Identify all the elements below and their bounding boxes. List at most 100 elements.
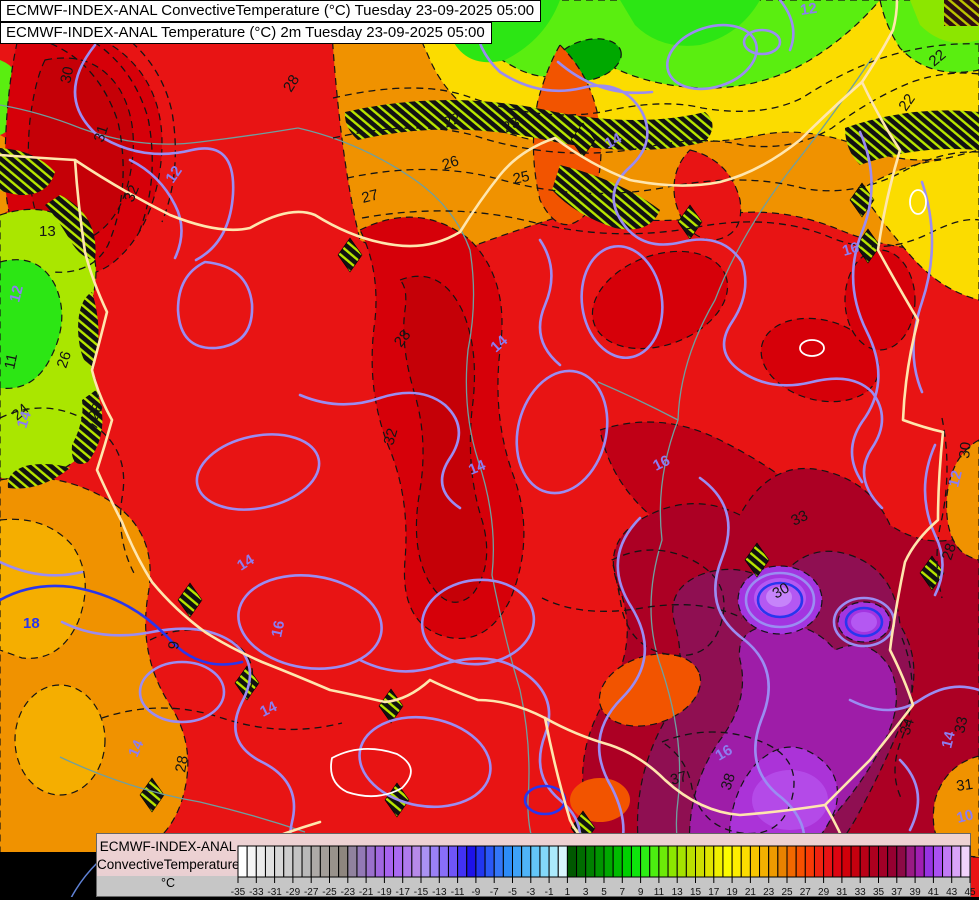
colorbar-tick-label: 29 bbox=[818, 887, 830, 898]
colorbar-cell bbox=[393, 845, 404, 878]
colorbar-tick-label: -21 bbox=[359, 887, 374, 898]
colorbar-cell bbox=[521, 845, 532, 878]
hungary-border bbox=[73, 80, 945, 817]
contour-path bbox=[611, 549, 725, 657]
colorbar-tick-label: 23 bbox=[763, 887, 775, 898]
colorbar-cell bbox=[731, 845, 742, 878]
colorbar-tick-label: 31 bbox=[836, 887, 848, 898]
colorbar-tick-label: 27 bbox=[800, 887, 812, 898]
t2m-contour bbox=[597, 516, 647, 859]
colorbar-cell bbox=[356, 845, 367, 878]
t2m-contour bbox=[474, 0, 884, 510]
t2m-contour bbox=[744, 571, 816, 629]
colorbar-cell bbox=[438, 845, 449, 878]
colorbar-ticks bbox=[237, 877, 971, 883]
field-region bbox=[591, 250, 729, 350]
colorbar-cell bbox=[402, 845, 413, 878]
hatch-band bbox=[71, 390, 103, 464]
t2m-contour bbox=[898, 758, 920, 832]
colorbar-tick-label: 5 bbox=[601, 887, 607, 898]
border-spur bbox=[860, 0, 899, 84]
colorbar-cell bbox=[557, 845, 568, 878]
hatch-band bbox=[944, 0, 979, 26]
colorbar-tick-label: -5 bbox=[508, 887, 517, 898]
colorbar-cell bbox=[457, 845, 468, 878]
colorbar-tick-label: -7 bbox=[490, 887, 499, 898]
contour-label: 9 bbox=[165, 640, 183, 651]
colorbar-cell bbox=[658, 845, 669, 878]
contour-label: 28 bbox=[172, 754, 192, 773]
colorbar-cell bbox=[447, 845, 459, 878]
contour-label: 34 bbox=[897, 716, 918, 737]
colorbar-cell bbox=[466, 845, 477, 878]
t2m-contour bbox=[73, 43, 235, 262]
colorbar-tick-label: 7 bbox=[620, 887, 626, 898]
river-over-black bbox=[69, 861, 99, 900]
colorbar-cell bbox=[420, 845, 431, 878]
colorbar-cell bbox=[539, 845, 550, 878]
hatch-band bbox=[552, 165, 660, 230]
colorbar-cell bbox=[795, 845, 806, 878]
colorbar-tick-label: 41 bbox=[928, 887, 940, 898]
colorbar-tick-label: -15 bbox=[414, 887, 429, 898]
colorbar-cell bbox=[685, 845, 696, 878]
colorbar-cell bbox=[923, 845, 934, 878]
hatch-band bbox=[344, 100, 713, 150]
field-region bbox=[570, 778, 630, 822]
colorbar-tick-label: 39 bbox=[910, 887, 922, 898]
contour-label: 28 bbox=[280, 72, 303, 95]
colorbar-cell bbox=[887, 845, 898, 878]
colorbar-tick-label: -33 bbox=[249, 887, 264, 898]
t2m-contour bbox=[665, 23, 759, 91]
colorbar-cell bbox=[246, 845, 257, 878]
contour-label: 30 bbox=[770, 579, 793, 602]
colorbar-cell bbox=[850, 845, 861, 878]
title-bar-t2m: ECMWF-INDEX-ANAL Temperature (°C) 2m Tue… bbox=[0, 22, 492, 44]
contour-label: 14 bbox=[14, 408, 36, 430]
colorbar-tick-label: 17 bbox=[708, 887, 720, 898]
contour-path bbox=[149, 629, 254, 691]
contour-label: 37 bbox=[668, 768, 689, 789]
colorbar-cell bbox=[237, 845, 248, 878]
colorbar-cell bbox=[722, 845, 733, 878]
contour-label: 32 bbox=[121, 183, 143, 205]
contour-label: 12 bbox=[6, 284, 27, 304]
t2m-contour bbox=[850, 130, 880, 484]
field-region bbox=[398, 275, 488, 603]
river-tributary bbox=[597, 381, 679, 421]
colorbar-tick-label: 13 bbox=[672, 887, 684, 898]
t2m-contour bbox=[698, 476, 806, 859]
colorbar-cell bbox=[585, 845, 596, 878]
contour-label: 13 bbox=[39, 223, 56, 240]
contour-label: 11 bbox=[1, 352, 21, 371]
colorbar-tick-label: 37 bbox=[891, 887, 903, 898]
colorbar-cell bbox=[740, 845, 751, 878]
field-region bbox=[0, 259, 63, 389]
contour-label: 12 bbox=[162, 163, 185, 186]
contour-label: 26 bbox=[54, 349, 75, 370]
contour-label: 16 bbox=[650, 452, 672, 475]
colorbar-cell bbox=[255, 845, 266, 878]
contour-path bbox=[541, 597, 743, 619]
colorbar-cell bbox=[942, 845, 953, 878]
colorbar-tick-label: 33 bbox=[855, 887, 867, 898]
t2m-contour bbox=[538, 238, 562, 367]
colorbar-cell bbox=[768, 845, 779, 878]
colorbar-cell bbox=[621, 845, 632, 878]
colorbar-cell bbox=[319, 845, 331, 878]
colorbar-cell bbox=[530, 845, 541, 878]
contour-label: 28 bbox=[939, 541, 960, 562]
colorbar-tick-label: -17 bbox=[395, 887, 410, 898]
river-danube-upper bbox=[0, 104, 299, 145]
colorbar-cell bbox=[749, 845, 761, 878]
contour-label: 28 bbox=[85, 401, 107, 423]
field-region bbox=[620, 0, 760, 46]
title-text: ECMWF-INDEX-ANAL Temperature (°C) 2m Tue… bbox=[6, 24, 485, 41]
t2m-contour bbox=[176, 260, 254, 350]
colorbar-tick-label: 25 bbox=[781, 887, 793, 898]
contour-label: 26 bbox=[440, 152, 461, 173]
colorbar-cell bbox=[676, 845, 687, 878]
contour-label: 38 bbox=[718, 771, 739, 792]
hatch-band bbox=[0, 148, 55, 196]
